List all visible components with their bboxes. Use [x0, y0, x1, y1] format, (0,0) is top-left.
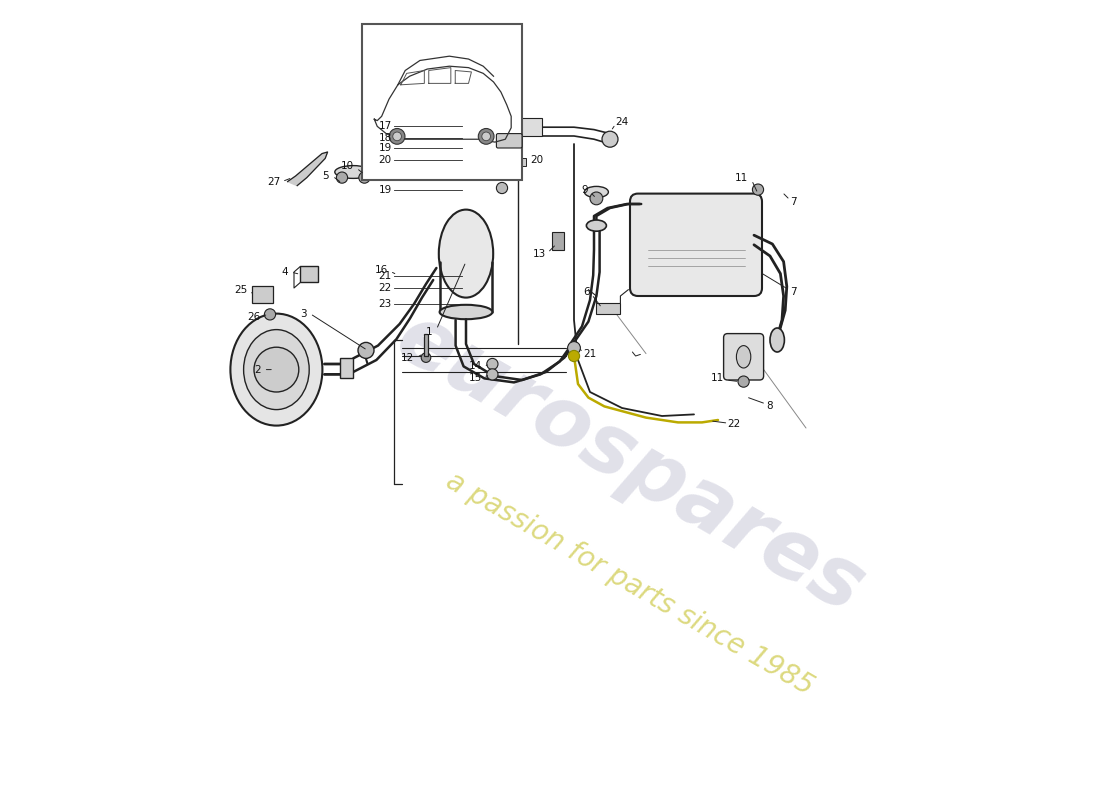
Ellipse shape: [440, 305, 493, 319]
Circle shape: [389, 129, 405, 144]
Circle shape: [752, 184, 763, 195]
Circle shape: [738, 376, 749, 387]
Text: 19: 19: [378, 143, 392, 153]
Text: 5: 5: [322, 171, 329, 181]
Text: 1: 1: [426, 327, 432, 337]
Circle shape: [496, 182, 507, 194]
Text: 25: 25: [234, 285, 248, 294]
Bar: [596, 303, 620, 314]
Ellipse shape: [334, 166, 372, 178]
Text: 20: 20: [530, 155, 543, 165]
Bar: [494, 118, 542, 136]
Bar: [362, 24, 522, 180]
Text: 22: 22: [727, 419, 741, 429]
Text: 3: 3: [300, 309, 307, 318]
Bar: [552, 232, 563, 250]
Circle shape: [359, 172, 370, 183]
Circle shape: [568, 342, 581, 354]
Text: a passion for parts since 1985: a passion for parts since 1985: [441, 467, 818, 701]
Text: 6: 6: [583, 287, 590, 297]
Ellipse shape: [586, 220, 606, 231]
Circle shape: [478, 129, 494, 144]
Text: 12: 12: [400, 354, 414, 363]
Text: 21: 21: [378, 271, 392, 281]
Circle shape: [590, 192, 603, 205]
Text: eurospares: eurospares: [382, 297, 879, 631]
Circle shape: [421, 353, 431, 362]
Circle shape: [487, 358, 498, 370]
Ellipse shape: [584, 186, 608, 198]
Text: 14: 14: [469, 362, 482, 371]
FancyBboxPatch shape: [496, 134, 522, 148]
Circle shape: [254, 347, 299, 392]
Polygon shape: [287, 152, 328, 186]
Text: 27: 27: [267, 178, 280, 187]
Text: 11: 11: [711, 373, 725, 382]
Text: 13: 13: [532, 249, 546, 258]
Text: 10: 10: [341, 161, 354, 170]
Text: 19: 19: [378, 185, 392, 194]
Circle shape: [487, 369, 498, 380]
Circle shape: [484, 146, 496, 158]
Circle shape: [264, 309, 276, 320]
Text: 18: 18: [378, 133, 392, 142]
Circle shape: [337, 172, 348, 183]
Bar: [424, 334, 428, 356]
FancyBboxPatch shape: [252, 286, 273, 303]
Text: 21: 21: [584, 349, 597, 358]
Text: 2: 2: [254, 365, 261, 374]
Ellipse shape: [439, 210, 493, 298]
Text: 11: 11: [735, 173, 748, 182]
Bar: [516, 158, 526, 166]
Text: 22: 22: [378, 283, 392, 293]
Text: 9: 9: [582, 186, 588, 195]
Text: 8: 8: [766, 401, 772, 410]
Text: 4: 4: [280, 267, 287, 277]
Text: 26: 26: [248, 312, 261, 322]
Circle shape: [482, 132, 491, 141]
Text: 16: 16: [375, 265, 388, 274]
Text: 23: 23: [378, 299, 392, 309]
Ellipse shape: [736, 346, 751, 368]
Text: 7: 7: [790, 197, 796, 206]
Circle shape: [569, 350, 580, 362]
FancyBboxPatch shape: [630, 194, 762, 296]
Bar: [300, 266, 318, 282]
Text: 17: 17: [378, 122, 392, 131]
Text: 20: 20: [378, 155, 392, 165]
Bar: [340, 358, 353, 378]
Ellipse shape: [243, 330, 309, 410]
FancyBboxPatch shape: [724, 334, 763, 380]
Text: 7: 7: [790, 287, 796, 297]
Circle shape: [393, 132, 402, 141]
Ellipse shape: [770, 328, 784, 352]
Ellipse shape: [230, 314, 322, 426]
Circle shape: [358, 342, 374, 358]
Text: 24: 24: [616, 117, 629, 126]
Circle shape: [496, 154, 507, 166]
Text: 15: 15: [469, 373, 482, 382]
Circle shape: [602, 131, 618, 147]
